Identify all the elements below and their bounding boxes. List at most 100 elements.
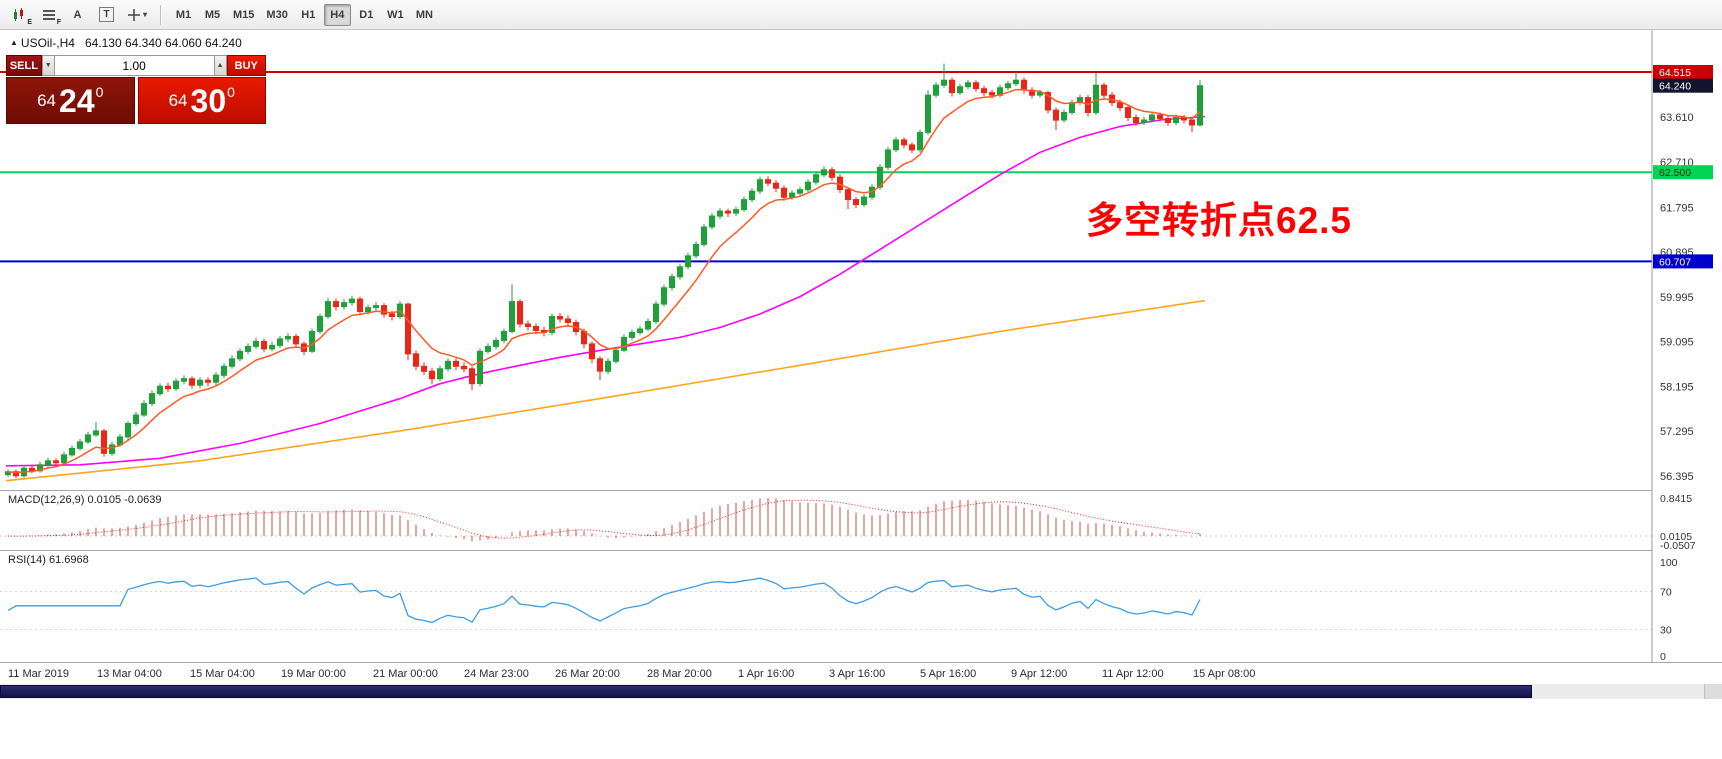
price-tick: 59.095: [1660, 337, 1694, 349]
spin-up-icon: ▲: [216, 62, 224, 69]
toolbar-separator: [160, 4, 163, 25]
macd-axis-label: 0.0105: [1660, 531, 1692, 543]
chevron-down-icon: ▾: [143, 10, 148, 19]
time-axis-label: 1 Apr 16:00: [738, 668, 795, 680]
sell-button[interactable]: SELL: [6, 55, 42, 76]
list-icon: [42, 9, 55, 20]
buy-button[interactable]: BUY: [226, 55, 266, 76]
price-tick: 61.795: [1660, 202, 1694, 214]
ma-fast-line: [7, 88, 1201, 474]
time-axis-label: 24 Mar 23:00: [464, 668, 529, 680]
ma-slow-line: [5, 299, 1206, 482]
svg-text:64.515: 64.515: [1659, 67, 1691, 79]
timeframe-W1[interactable]: W1: [387, 8, 404, 21]
timeframe-D1[interactable]: D1: [359, 8, 374, 21]
rsi-label: RSI(14) 61.6968: [8, 554, 89, 566]
timeframe-group: M1 M5 M15 M30 H1 H4 D1 W1 MN: [169, 3, 439, 26]
svg-text:62.500: 62.500: [1659, 167, 1691, 179]
scrollbar-thumb[interactable]: [0, 685, 1532, 698]
data-list-button[interactable]: F: [35, 4, 62, 26]
timeframe-M30[interactable]: M30: [266, 8, 288, 21]
price-tick: 57.295: [1660, 426, 1694, 438]
volume-decrease-button[interactable]: ▼: [41, 55, 55, 76]
time-axis-label: 28 Mar 20:00: [647, 668, 712, 680]
time-axis-label: 13 Mar 04:00: [97, 668, 162, 680]
chart-window-button[interactable]: E: [6, 4, 33, 26]
text-tool-button[interactable]: T: [93, 4, 120, 26]
price-tick: 56.395: [1660, 471, 1694, 483]
ohlc-values: 64.130 64.340 64.060 64.240: [84, 36, 242, 50]
rsi-line: [7, 577, 1201, 624]
toolbar: E F A T ▾ M1 M5 M15 M30 H1 H4 D1 W1 MN: [0, 0, 1722, 30]
ma-mid-line: [5, 115, 1206, 467]
scrollbar-corner: [1704, 684, 1722, 699]
rsi-axis-label: 70: [1660, 587, 1672, 599]
arrow-tool-button[interactable]: A: [64, 4, 91, 26]
price-tick: 63.610: [1660, 112, 1694, 124]
time-axis-label: 9 Apr 12:00: [1011, 668, 1068, 680]
rsi-axis-label: 0: [1660, 651, 1666, 662]
trade-controls-row: SELL ▼ ▲ BUY: [6, 55, 266, 76]
trade-prices-row: 64 24 0 64 30 0: [6, 77, 266, 124]
macd-axis-label: 0.8415: [1660, 493, 1692, 505]
buy-price-whole: 64: [168, 90, 188, 110]
svg-text:60.707: 60.707: [1659, 256, 1691, 268]
volume-increase-button[interactable]: ▲: [213, 55, 227, 76]
letter-a-icon: A: [73, 8, 82, 21]
macd-histogram: [15, 498, 1201, 542]
chart-text-annotation: 多空转折点62.5: [1086, 200, 1353, 241]
price-badge: [1653, 65, 1713, 79]
text-tool-icon: T: [99, 7, 114, 22]
timeframe-H1[interactable]: H1: [301, 8, 316, 21]
spin-down-icon: ▼: [44, 62, 52, 69]
data-list-sub-label: F: [56, 18, 61, 26]
cursor-tool-button[interactable]: ▾: [122, 4, 152, 26]
svg-text:64.240: 64.240: [1659, 81, 1691, 93]
buy-price-pips: 30: [190, 82, 227, 119]
rsi-canvas[interactable]: 100 70 30 0: [0, 550, 1722, 662]
candlestick-chart-icon: [13, 7, 23, 21]
timeframe-H4[interactable]: H4: [323, 3, 351, 26]
time-axis-label: 19 Mar 00:00: [281, 668, 346, 680]
symbol-marker-icon: ▲: [10, 38, 18, 47]
time-axis-label: 15 Mar 04:00: [190, 668, 255, 680]
price-badge: [1653, 254, 1713, 269]
sell-price-pips: 24: [59, 82, 95, 119]
sell-price-fraction: 0: [95, 83, 104, 100]
time-axis[interactable]: 11 Mar 2019 13 Mar 04:00 15 Mar 04:00 19 Ma…: [0, 662, 1722, 685]
price-tick: 58.195: [1660, 381, 1694, 393]
chart-header: ▲ USOil-,H4 64.130 64.340 64.060 64.240: [10, 36, 242, 50]
main-chart-canvas[interactable]: 63.61062.71061.79560.89559.99559.09558.1…: [0, 30, 1722, 490]
crosshair-icon: [128, 8, 140, 21]
time-axis-label: 11 Mar 2019: [8, 668, 69, 680]
volume-input[interactable]: [54, 55, 214, 76]
candles-group: [5, 63, 1203, 479]
price-badge: [1653, 78, 1713, 93]
sell-price-whole: 64: [37, 90, 57, 110]
rsi-axis-label: 100: [1660, 557, 1678, 569]
timeframe-M15[interactable]: M15: [233, 8, 255, 21]
price-tick: 59.995: [1660, 292, 1694, 304]
time-axis-label: 11 Apr 12:00: [1102, 668, 1164, 680]
macd-axis-label: -0.0507: [1660, 540, 1696, 550]
time-axis-label: 15 Apr 08:00: [1193, 668, 1256, 680]
buy-price-fraction: 0: [227, 83, 235, 100]
rsi-axis-label: 30: [1660, 625, 1672, 637]
timeframe-M5[interactable]: M5: [204, 8, 221, 21]
buy-price-tile[interactable]: 64 30 0: [137, 77, 266, 124]
symbol-label: USOil-,H4: [20, 36, 75, 50]
sell-price-tile[interactable]: 64 24 0: [6, 77, 135, 124]
time-axis-label: 21 Mar 00:00: [373, 668, 438, 680]
time-axis-label: 26 Mar 20:00: [555, 668, 620, 680]
time-axis-label: 5 Apr 16:00: [920, 668, 977, 680]
time-axis-label: 3 Apr 16:00: [829, 668, 886, 680]
price-badge: [1653, 165, 1713, 180]
horizontal-scrollbar[interactable]: [0, 684, 1722, 699]
macd-signal-line: [7, 499, 1201, 539]
macd-canvas[interactable]: 0.8415 0.0105-0.0507: [0, 490, 1722, 550]
chart-window-sub-label: E: [27, 18, 32, 26]
timeframe-MN[interactable]: MN: [415, 8, 433, 21]
timeframe-M1[interactable]: M1: [175, 8, 192, 21]
